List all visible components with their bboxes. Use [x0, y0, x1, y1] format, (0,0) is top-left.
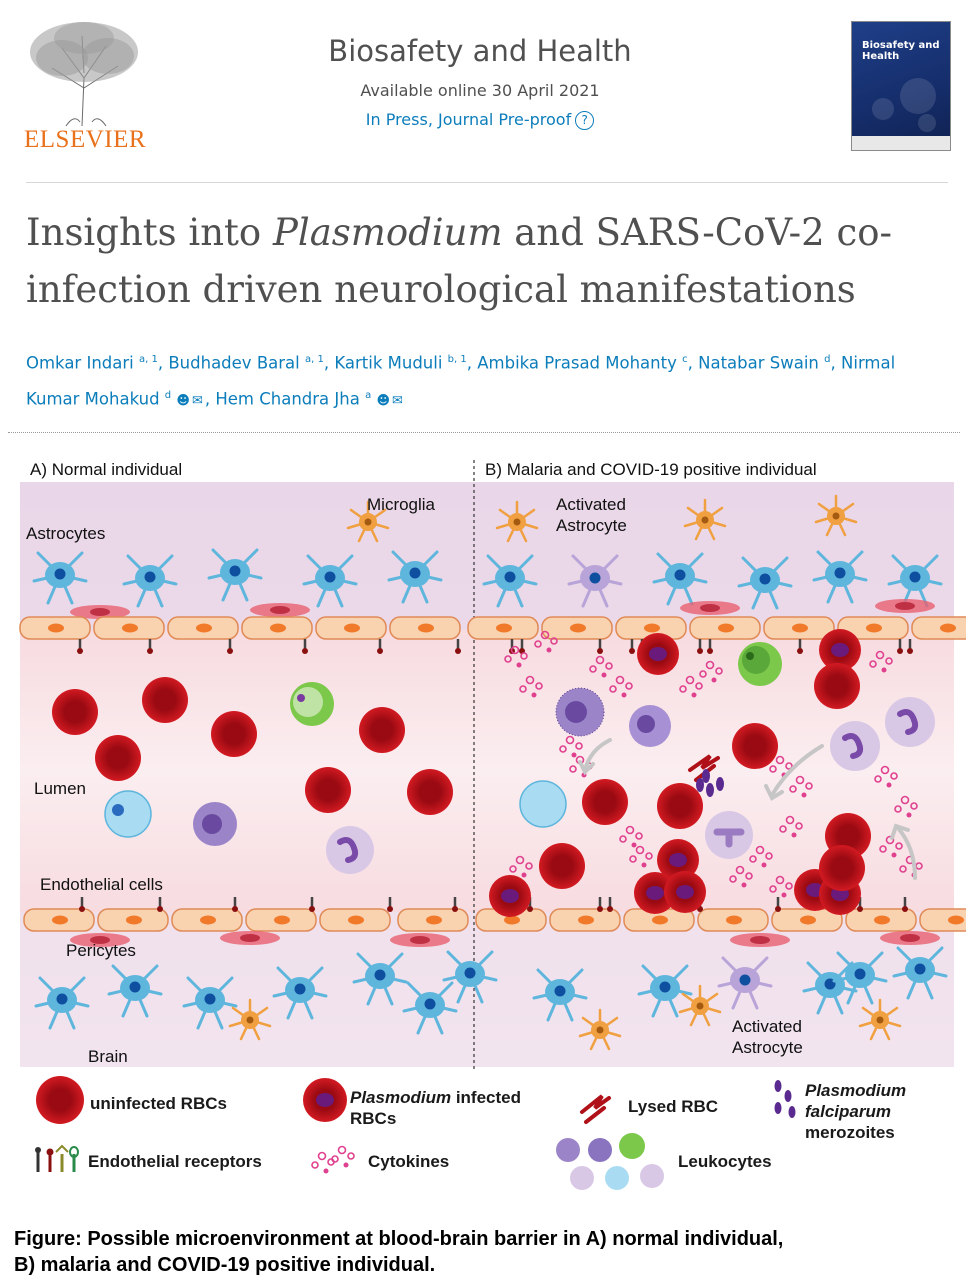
- article-title: Insights into Plasmodium and SARS-CoV-2 …: [26, 204, 946, 318]
- dotted-divider: [8, 432, 960, 433]
- legend-leukocytes-icon: [556, 1133, 664, 1190]
- help-icon[interactable]: ?: [575, 111, 595, 130]
- bottom-astrocytes: [34, 946, 948, 1035]
- title-part-2: and SARS-CoV-2 co-infection driven neuro…: [26, 211, 892, 311]
- elsevier-wordmark: ELSEVIER: [24, 126, 147, 153]
- author-affiliation: d: [164, 389, 172, 401]
- label-activated-astrocyte-bottom: Activated: [732, 1017, 802, 1036]
- author-list: Omkar Indari a, 1, Budhadev Baral a, 1, …: [26, 353, 896, 409]
- cover-bubble: [872, 98, 894, 120]
- caption-line-1: Figure: Possible microenvironment at blo…: [14, 1228, 784, 1250]
- neutrophil-lilac: [885, 697, 935, 747]
- lymphocyte-green: [738, 642, 782, 686]
- caption-line-2: B) malaria and COVID-19 positive individ…: [14, 1254, 436, 1276]
- cover-bubble: [918, 114, 936, 132]
- press-status[interactable]: In Press, Journal Pre-proof?: [290, 110, 670, 130]
- author-affiliation: a, 1: [139, 354, 158, 365]
- legend-cytokines: Cytokines: [368, 1152, 449, 1171]
- title-italic: Plasmodium: [272, 211, 503, 254]
- neutrophil-lilac: [326, 826, 374, 874]
- legend-cytokines-icon: [311, 1145, 355, 1175]
- header-divider: [26, 182, 948, 183]
- label-microglia: Microglia: [367, 495, 436, 514]
- legend-infected-rbc: Plasmodium infected: [350, 1088, 521, 1107]
- graphical-abstract-figure: A) Normal individual B) Malaria and COVI…: [19, 460, 966, 1190]
- author-affiliation: a: [365, 389, 372, 401]
- author-affiliation: a, 1: [304, 354, 324, 365]
- label-astrocytes: Astrocytes: [26, 524, 105, 543]
- basophil-purple: [629, 705, 671, 747]
- cover-title: Biosafety and Health: [862, 40, 940, 62]
- legend-infected-rbc-icon: [303, 1078, 347, 1122]
- label-pericytes: Pericytes: [66, 941, 136, 960]
- label-activated-astrocyte-top: Activated: [556, 495, 626, 514]
- legend-merozoites-3: merozoites: [805, 1123, 895, 1142]
- legend-lysed-rbc: Lysed RBC: [628, 1097, 718, 1116]
- lymphocyte-green: [290, 682, 334, 726]
- monocyte-blue: [519, 780, 567, 828]
- cover-bubble: [900, 78, 936, 114]
- elsevier-tree-logo: [22, 18, 146, 156]
- monocyte-blue: [104, 790, 152, 838]
- panel-b-title: B) Malaria and COVID-19 positive individ…: [485, 460, 817, 479]
- journal-cover-thumbnail[interactable]: Biosafety and Health: [852, 22, 950, 150]
- legend-receptors: Endothelial receptors: [88, 1152, 262, 1171]
- bottom-endothelium: [23, 908, 966, 932]
- figure-legend: uninfected RBCs Plasmodium infected RBCs…: [35, 1076, 906, 1190]
- author-link[interactable]: Kartik Muduli: [334, 353, 443, 373]
- legend-uninfected-rbc-icon: [36, 1076, 84, 1124]
- author-link[interactable]: Natabar Swain: [698, 353, 819, 373]
- merozoites: [696, 769, 724, 797]
- legend-merozoites-1: Plasmodium: [805, 1081, 906, 1100]
- author-affiliation: b, 1: [447, 354, 467, 365]
- top-endothelium: [19, 616, 966, 640]
- neutrophil-lilac: [705, 811, 753, 859]
- cover-footer: [852, 136, 950, 150]
- author-link[interactable]: Ambika Prasad Mohanty: [477, 353, 677, 373]
- legend-merozoites-icon: [774, 1080, 796, 1118]
- panel-b-lumen-cells: [489, 629, 935, 917]
- author-link[interactable]: Omkar Indari: [26, 353, 134, 373]
- title-part-1: Insights into: [26, 211, 273, 254]
- panel-a-lumen-cells: [52, 677, 453, 874]
- label-lumen: Lumen: [34, 779, 86, 798]
- label-activated-astrocyte-top-2: Astrocyte: [556, 516, 627, 535]
- legend-merozoites-2: falciparum: [805, 1102, 891, 1121]
- person-mail-icons[interactable]: ☻✉: [376, 393, 405, 408]
- journal-header: Biosafety and Health Available online 30…: [290, 34, 670, 130]
- person-mail-icons[interactable]: ☻✉: [176, 393, 205, 408]
- figure-caption: Figure: Possible microenvironment at blo…: [14, 1226, 959, 1278]
- panel-a-title: A) Normal individual: [30, 460, 182, 479]
- legend-leukocytes: Leukocytes: [678, 1152, 772, 1171]
- author-link[interactable]: Budhadev Baral: [168, 353, 300, 373]
- label-endothelial-cells: Endothelial cells: [40, 875, 163, 894]
- migration-arrows: [578, 738, 917, 880]
- author-link[interactable]: Hem Chandra Jha: [215, 389, 360, 408]
- author-affiliation: d: [824, 354, 831, 365]
- vessel-lumen: [20, 630, 954, 912]
- basophil-purple: [193, 802, 237, 846]
- online-date: Available online 30 April 2021: [360, 81, 600, 100]
- top-astrocytes: [32, 548, 943, 610]
- press-status-label[interactable]: In Press, Journal Pre-proof: [365, 110, 572, 129]
- neutrophil-lilac: [830, 721, 880, 771]
- legend-lysed-rbc-icon: [580, 1094, 611, 1124]
- legend-uninfected-rbc: uninfected RBCs: [90, 1094, 227, 1113]
- legend-infected-rbc-line2: RBCs: [350, 1109, 396, 1128]
- author-affiliation: c: [682, 354, 688, 365]
- author-link[interactable]: Nirmal Kumar Mohakud: [26, 353, 896, 409]
- legend-receptors-icon: [35, 1144, 79, 1172]
- journal-name[interactable]: Biosafety and Health: [328, 34, 632, 68]
- basophil-purple: [555, 687, 605, 737]
- label-activated-astrocyte-bottom-2: Astrocyte: [732, 1038, 803, 1057]
- label-brain: Brain: [88, 1047, 128, 1066]
